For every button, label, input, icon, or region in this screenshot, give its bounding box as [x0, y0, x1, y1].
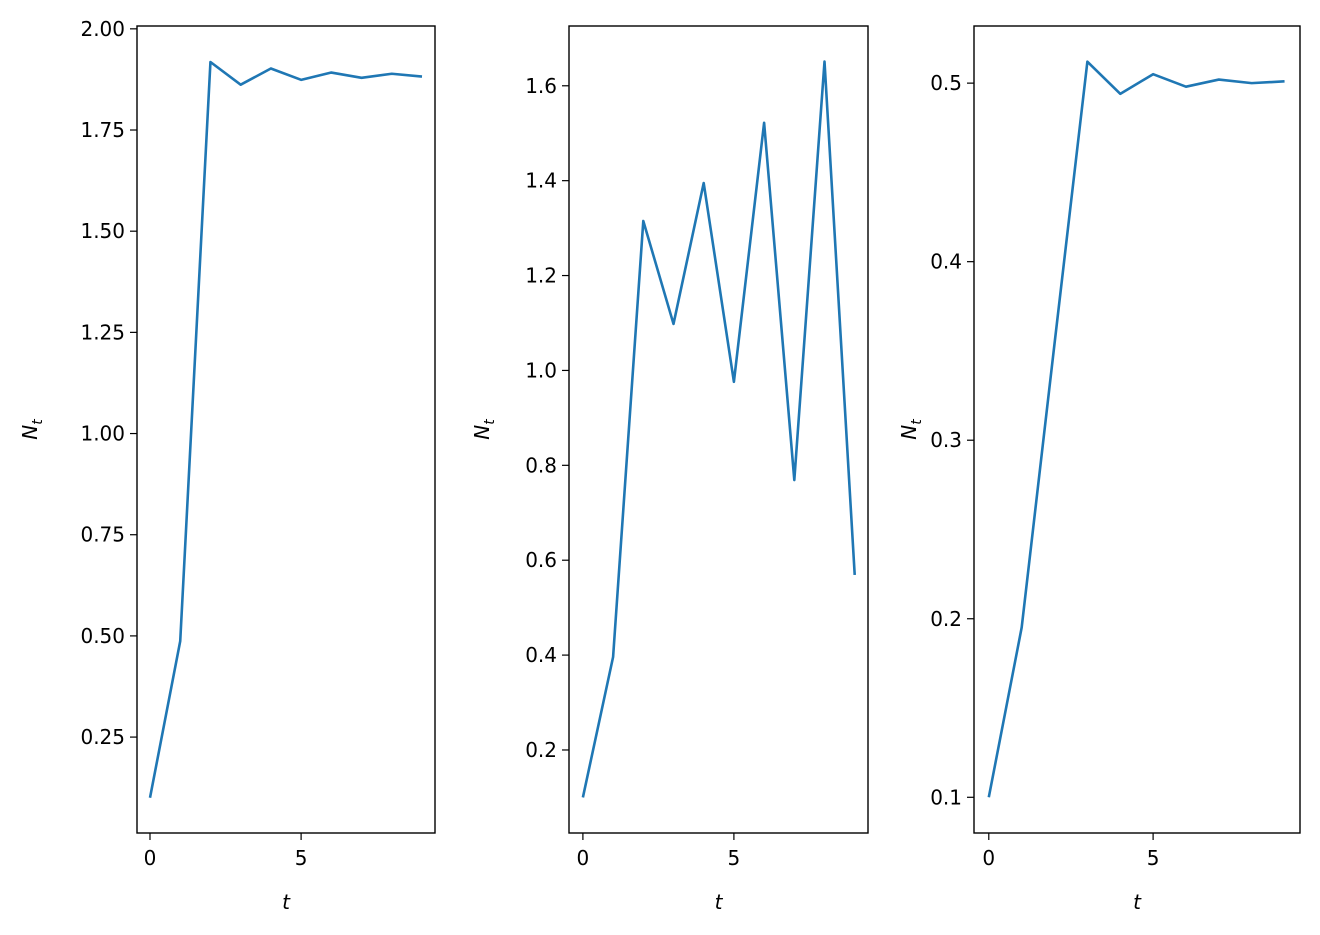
data-line [987, 60, 1285, 798]
y-axis-label-main: N [470, 425, 494, 440]
y-tick-label: 0.1 [930, 785, 962, 809]
x-axis-label: t [282, 890, 291, 914]
y-tick-label: 0.5 [930, 71, 962, 95]
y-tick-label: 1.2 [525, 264, 557, 288]
y-tick-label: 0.3 [930, 428, 962, 452]
y-axis-label: Nt [897, 419, 925, 440]
y-tick-label: 1.00 [80, 422, 125, 446]
y-axis-label-subscript: t [909, 419, 925, 425]
y-tick-label: 0.4 [525, 643, 557, 667]
y-axis-label: Nt [18, 419, 46, 440]
x-tick-label: 0 [982, 846, 995, 870]
x-tick-label: 0 [144, 846, 157, 870]
x-tick-label: 5 [728, 846, 741, 870]
y-tick-label: 0.50 [80, 624, 125, 648]
y-axis-label: Nt [470, 419, 498, 440]
x-tick-label: 5 [1147, 846, 1160, 870]
y-tick-label: 2.00 [80, 17, 125, 41]
y-axis-label-main: N [897, 425, 921, 440]
y-tick-label: 1.75 [80, 118, 125, 142]
data-line [581, 60, 857, 798]
y-axis-label-subscript: t [482, 419, 498, 425]
y-tick-label: 1.6 [525, 74, 557, 98]
y-tick-label: 0.2 [525, 738, 557, 762]
y-tick-label: 1.4 [525, 169, 557, 193]
y-tick-label: 1.50 [80, 219, 125, 243]
axes-frame [973, 25, 1301, 834]
data-line [148, 60, 423, 799]
y-tick-label: 1.25 [80, 320, 125, 344]
y-tick-label: 1.0 [525, 358, 557, 382]
x-axis-label: t [715, 890, 724, 914]
x-tick-label: 5 [295, 846, 308, 870]
y-axis-label-main: N [18, 425, 42, 440]
y-tick-label: 0.25 [80, 725, 125, 749]
y-tick-label: 0.8 [525, 453, 557, 477]
axes-frame [136, 25, 436, 834]
y-tick-label: 0.4 [930, 250, 962, 274]
axes-frame [568, 25, 869, 834]
y-tick-label: 0.2 [930, 607, 962, 631]
y-tick-label: 0.6 [525, 548, 557, 572]
y-tick-label: 0.75 [80, 523, 125, 547]
x-axis-label: t [1133, 890, 1142, 914]
x-tick-label: 0 [577, 846, 590, 870]
y-axis-label-subscript: t [30, 419, 46, 425]
